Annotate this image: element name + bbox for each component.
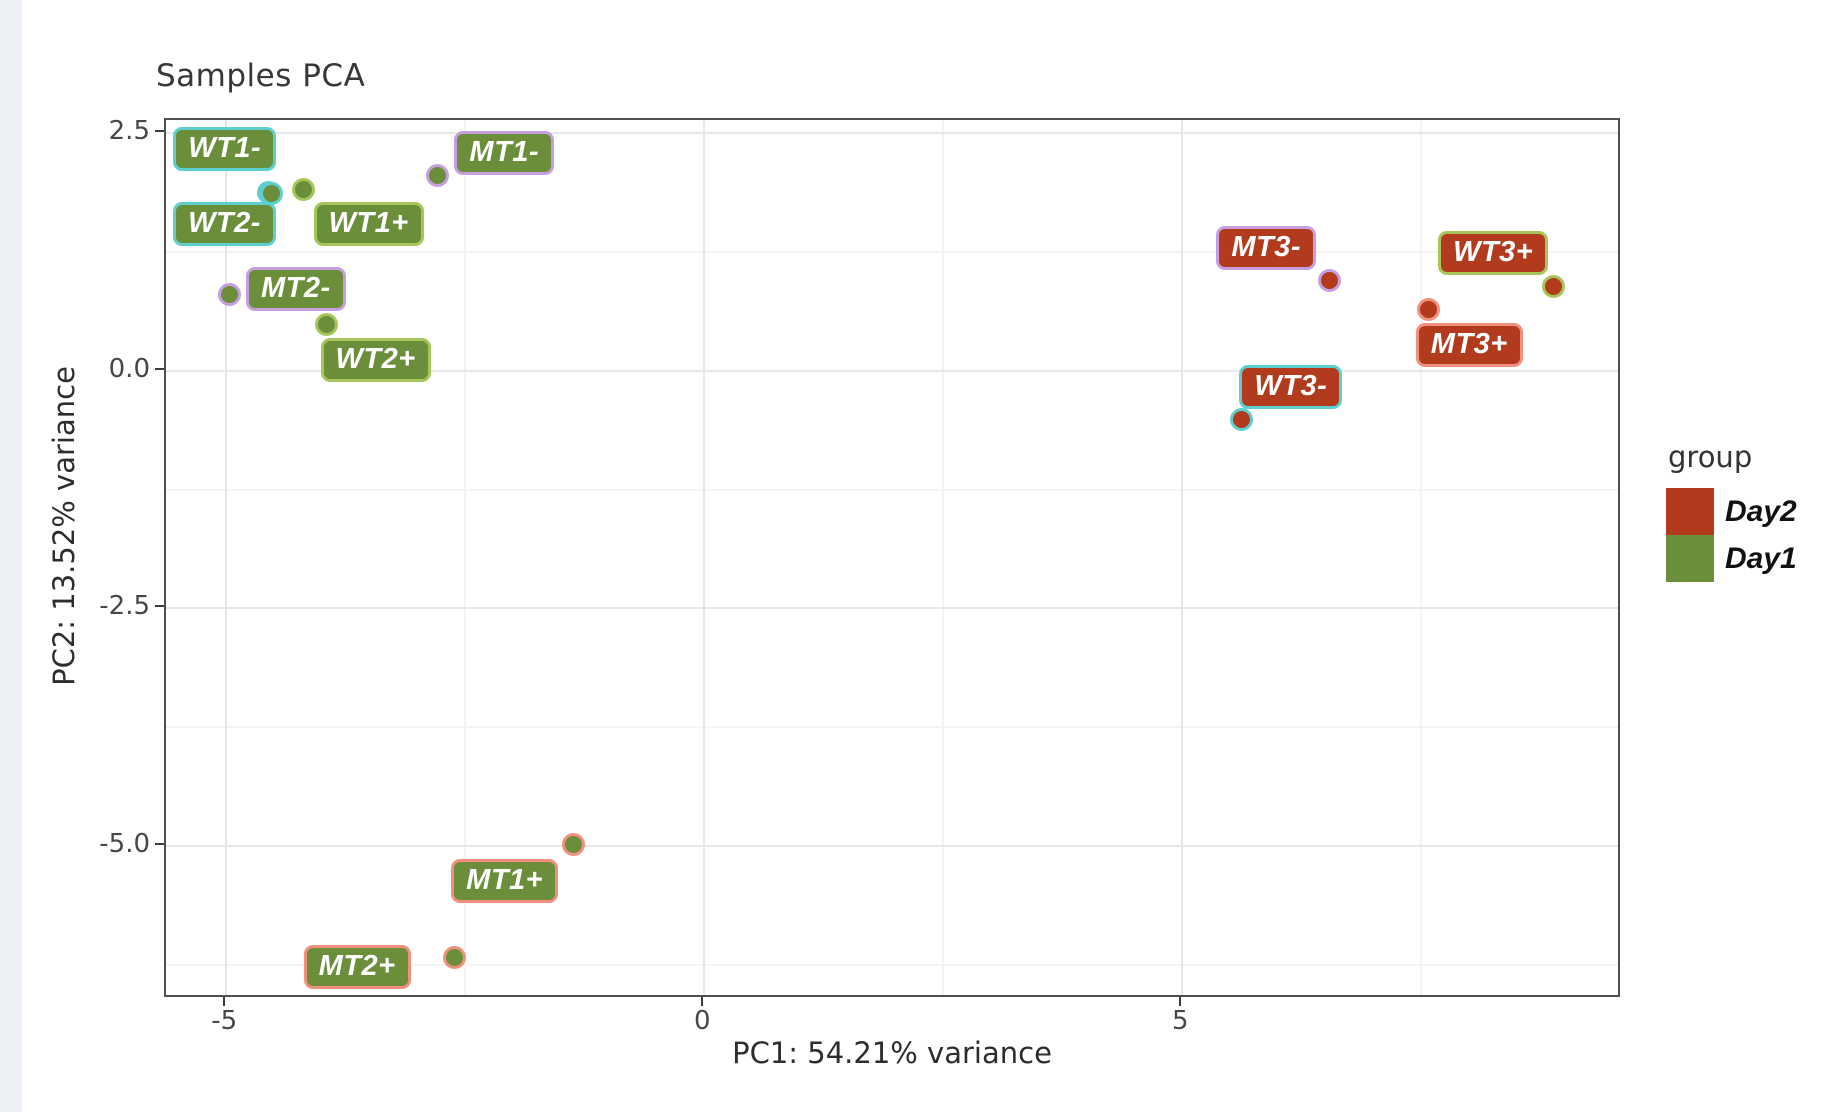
sample-label-MT2+: MT2+ — [303, 945, 411, 990]
legend-entry-Day2: Day2 — [1666, 488, 1797, 535]
x-major-gridline — [703, 120, 706, 995]
data-point-MT2- — [218, 283, 242, 307]
legend-swatch-Day1 — [1666, 535, 1714, 582]
y-major-gridline — [166, 132, 1618, 135]
data-point-WT3+ — [1541, 274, 1565, 298]
legend-label-Day1: Day1 — [1725, 541, 1797, 575]
y-tick-label: -2.5 — [99, 591, 150, 622]
sample-label-MT1+: MT1+ — [451, 859, 559, 903]
y-tick-mark — [155, 367, 164, 370]
y-minor-gridline — [166, 251, 1618, 254]
legend-swatch-Day2 — [1666, 488, 1714, 535]
sample-label-MT2-: MT2- — [245, 266, 346, 311]
sample-label-WT3-: WT3- — [1239, 365, 1343, 410]
y-major-gridline — [166, 369, 1618, 372]
data-point-WT1+ — [292, 177, 316, 201]
data-point-WT2+ — [315, 312, 339, 336]
y-tick-mark — [155, 130, 164, 133]
sample-label-WT2+: WT2+ — [320, 338, 431, 383]
data-point-MT2+ — [443, 945, 467, 969]
data-point-MT3+ — [1417, 298, 1441, 322]
x-minor-gridline — [464, 120, 467, 995]
sample-label-WT2-: WT2- — [173, 202, 276, 247]
y-axis-label: PC2: 13.52% variance — [47, 365, 81, 686]
sample-label-MT3-: MT3- — [1216, 226, 1317, 271]
x-tick-mark — [223, 997, 226, 1006]
sample-label-WT3+: WT3+ — [1438, 231, 1549, 276]
legend: group Day2 Day1 — [1666, 440, 1797, 582]
sample-label-WT1+: WT1+ — [313, 202, 424, 247]
x-tick-mark — [1179, 997, 1182, 1006]
x-tick-label: 5 — [1171, 1006, 1189, 1036]
y-minor-gridline — [166, 488, 1618, 491]
plot-panel — [164, 118, 1620, 997]
x-minor-gridline — [1420, 120, 1423, 995]
plot-title: Samples PCA — [156, 58, 366, 94]
y-major-gridline — [166, 845, 1618, 847]
y-minor-gridline — [166, 963, 1618, 966]
y-minor-gridline — [166, 726, 1618, 729]
y-tick-mark — [155, 843, 164, 845]
y-tick-mark — [155, 605, 164, 608]
sample-label-WT1-: WT1- — [173, 127, 277, 172]
legend-label-Day2: Day2 — [1725, 494, 1797, 528]
x-tick-label: -5 — [211, 1006, 238, 1036]
legend-title: group — [1668, 440, 1753, 474]
x-tick-label: 0 — [693, 1006, 711, 1036]
data-point-MT1+ — [561, 832, 585, 856]
y-tick-label: 0.0 — [108, 353, 150, 384]
data-point-MT3- — [1317, 268, 1341, 292]
y-tick-label: 2.5 — [108, 116, 150, 147]
x-major-gridline — [1181, 120, 1184, 995]
sample-label-MT3+: MT3+ — [1415, 322, 1523, 367]
legend-entries: Day2 Day1 — [1666, 488, 1797, 582]
window-edge-strip — [0, 0, 22, 1112]
x-minor-gridline — [942, 120, 945, 995]
y-major-gridline — [166, 607, 1618, 610]
x-tick-mark — [701, 997, 704, 1006]
x-major-gridline — [225, 120, 228, 995]
y-tick-label: -5.0 — [99, 829, 150, 859]
legend-entry-Day1: Day1 — [1666, 535, 1797, 582]
x-axis-label: PC1: 54.21% variance — [732, 1036, 1052, 1070]
data-point-WT3- — [1229, 407, 1253, 431]
sample-label-MT1-: MT1- — [454, 131, 555, 176]
data-point-MT1- — [425, 163, 449, 187]
